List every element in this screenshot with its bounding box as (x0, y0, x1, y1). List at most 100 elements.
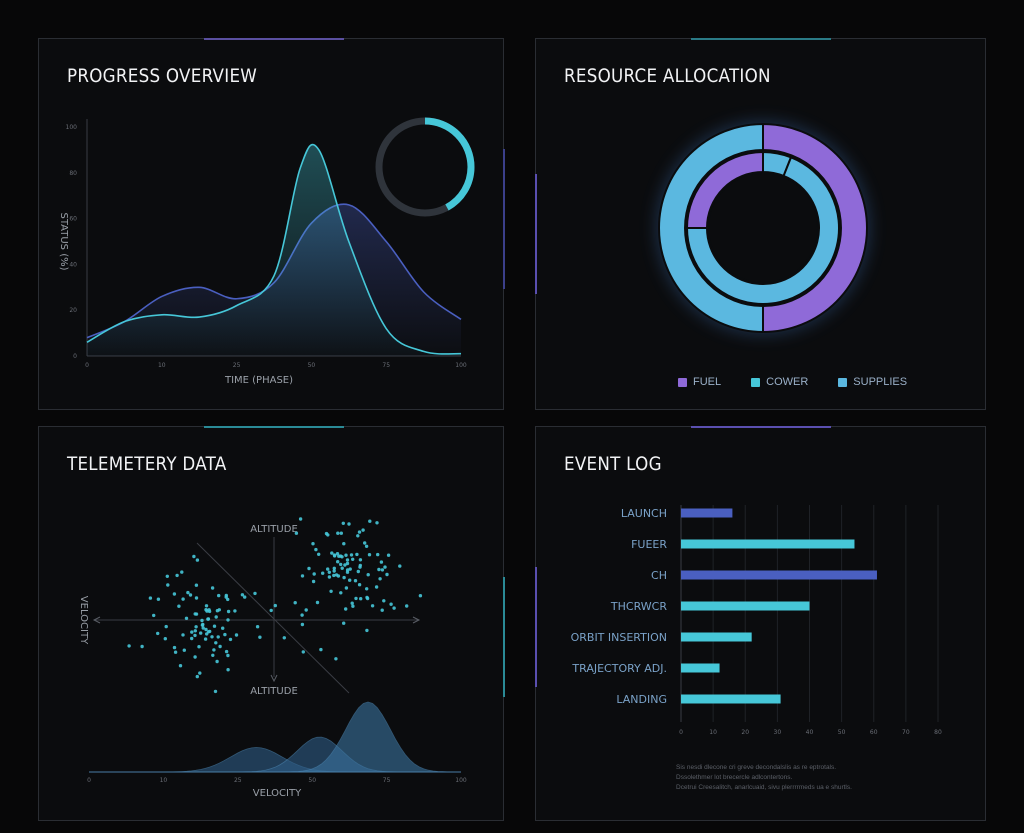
scatter-point (344, 607, 348, 611)
scatter-point (193, 655, 197, 659)
event-bar (681, 508, 733, 518)
event-bar (681, 601, 810, 611)
scatter-point (342, 575, 346, 580)
scatter-point (212, 624, 217, 628)
scatter-point (335, 552, 340, 556)
scatter-point (365, 628, 369, 633)
scatter-point (258, 635, 262, 639)
scatter-point (326, 533, 330, 537)
scatter-point (321, 571, 325, 575)
scatter-point (326, 567, 330, 571)
series-line (86, 143, 462, 355)
scatter-point (368, 519, 372, 523)
scatter-point (332, 554, 337, 558)
scatter-point (217, 593, 221, 598)
scatter-point (234, 633, 239, 637)
scatter-point (345, 558, 350, 562)
scatter-point (233, 609, 237, 613)
scatter-point (327, 575, 332, 579)
scatter-point (210, 586, 215, 590)
scatter-point (214, 641, 218, 645)
scatter-point (178, 664, 183, 668)
event-bar (681, 632, 752, 642)
y-tick-label: 80 (69, 170, 77, 177)
scatter-point (204, 608, 208, 612)
scatter-point (356, 534, 360, 538)
scatter-point (195, 558, 200, 562)
scatter-point (194, 583, 199, 587)
scatter-point (418, 594, 423, 598)
scatter-point (382, 599, 386, 603)
scatter-point (164, 624, 168, 629)
scatter-point (342, 621, 346, 625)
x-tick-label: 50 (308, 362, 316, 369)
scatter-point (383, 565, 387, 569)
donut-hole (709, 174, 817, 282)
scatter-point (332, 573, 336, 578)
scatter-point (327, 570, 331, 574)
x-axis-title: TIME (PHASE) (224, 375, 293, 386)
scatter-point (224, 649, 229, 654)
scatter-point (300, 622, 305, 627)
scatter-point (361, 528, 365, 532)
footnote-line: Dssolethmer lot brecercle adlcontertons. (676, 774, 793, 781)
scatter-point (140, 644, 144, 649)
category-label: THCRWCR (610, 600, 667, 613)
scatter-point (336, 531, 340, 535)
scatter-point (374, 585, 379, 589)
y-tick-label: 100 (66, 124, 78, 131)
scatter-point (340, 566, 344, 570)
scatter-point (273, 603, 277, 608)
category-label: CH (651, 569, 667, 582)
scatter-point (172, 645, 177, 650)
scatter-point (301, 650, 305, 654)
scatter-point (339, 562, 343, 567)
scatter-point (334, 657, 338, 661)
x-tick-label: 70 (902, 729, 910, 736)
scatter-point (216, 635, 220, 639)
inner-slice-fuel (685, 150, 764, 229)
event-bar (681, 663, 720, 673)
scatter-point (199, 631, 203, 635)
x-tick-label: 30 (774, 729, 782, 736)
scatter-point (343, 563, 347, 567)
scatter-point (376, 552, 380, 557)
scatter-point (184, 616, 189, 620)
outer-slice-supplies (658, 122, 764, 334)
chart-legend: FUEL COWER SUPPLIES (678, 376, 907, 388)
scatter-point (389, 602, 393, 606)
scatter-point (203, 637, 208, 641)
scatter-point (204, 604, 209, 608)
scatter-point (181, 633, 185, 637)
scatter-point (255, 625, 260, 629)
panel-accent-line (204, 426, 344, 428)
scatter-point (214, 615, 218, 619)
scatter-point (269, 608, 273, 613)
progress-area-chart: 0 20 40 60 80 100 0 10 25 50 75 100 TIME (PHASE) STAT… (58, 117, 475, 386)
scatter-point (380, 568, 385, 572)
footnote-line: Sis nesdi dlecone cri greve decondalslis… (676, 764, 837, 771)
scatter-point (350, 601, 354, 605)
x-tick-label: 0 (85, 362, 89, 369)
legend-item-cower: COWER (751, 376, 808, 388)
scatter-point (192, 554, 196, 559)
scatter-point (364, 544, 369, 548)
x-tick-label: 10 (160, 777, 168, 784)
y-tick-label: 0 (73, 353, 77, 360)
scatter-point (166, 583, 170, 587)
scatter-point (330, 551, 334, 555)
scatter-point (173, 650, 178, 654)
scatter-point (206, 617, 211, 621)
legend-label: FUEL (693, 376, 722, 388)
panel-side-accent (535, 174, 537, 294)
scatter-point (405, 604, 409, 608)
scatter-point (156, 597, 161, 601)
scatter-point (226, 597, 230, 602)
scatter-point (190, 636, 194, 641)
axis-title-top: ALTITUDE (250, 524, 298, 535)
scatter-point (379, 560, 384, 564)
scatter-point (345, 561, 350, 566)
scatter-point (210, 635, 214, 639)
scatter-point (365, 595, 369, 600)
scatter-point (224, 593, 228, 598)
